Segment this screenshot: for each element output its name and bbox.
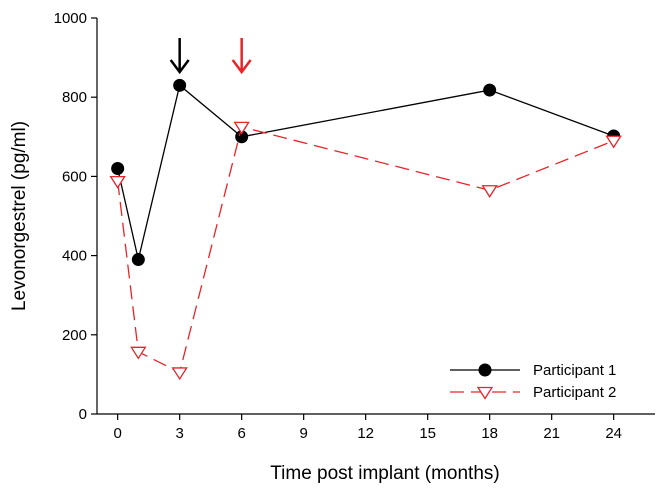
series-1-point — [131, 253, 145, 267]
series-2-point — [171, 367, 188, 381]
series-1-line — [117, 84, 614, 260]
y-tick-label: 1000 — [54, 10, 87, 27]
x-tick-label: 12 — [357, 425, 374, 442]
legend-label-1: Participant 1 — [533, 362, 616, 379]
x-tick-label: 3 — [175, 425, 183, 442]
marks-layer — [109, 38, 622, 381]
annotation-arrow-2 — [231, 38, 252, 75]
series-2-point — [109, 176, 126, 189]
x-tick-label: 9 — [299, 425, 307, 442]
legend-label-2: Participant 2 — [533, 384, 616, 401]
series-2-line — [117, 126, 614, 374]
y-tick-label: 400 — [62, 248, 87, 265]
series-2-point — [233, 121, 250, 135]
x-tick-label: 6 — [237, 425, 245, 442]
y-axis-title: Levonorgestrel (pg/ml) — [9, 121, 30, 311]
x-tick-label: 18 — [481, 425, 498, 442]
x-tick-label: 21 — [543, 425, 560, 442]
series-1-point — [173, 78, 187, 92]
arrow-head — [231, 59, 252, 75]
x-tick-label: 0 — [113, 425, 121, 442]
series-1-point — [483, 83, 497, 97]
y-tick-label: 200 — [62, 327, 87, 344]
series-2-point — [130, 346, 147, 360]
y-tick-label: 600 — [62, 168, 87, 185]
axes-layer: 0 3 6 9 12 15 18 21 24 0 200 400 600 800 1000 — [54, 10, 655, 442]
x-axis-title: Time post implant (months) — [270, 463, 499, 484]
series-2-point — [605, 135, 622, 149]
legend-marker-1 — [478, 363, 492, 377]
series-1-point — [111, 161, 125, 175]
x-tick-label: 24 — [605, 425, 622, 442]
legend-marker-2 — [476, 386, 494, 400]
series-2-point — [481, 185, 498, 198]
y-tick-label: 0 — [79, 406, 87, 423]
arrow-head — [169, 59, 190, 75]
y-tick-label: 800 — [62, 89, 87, 106]
legend: Participant 1 Participant 2 — [450, 362, 616, 401]
annotation-arrow-1 — [169, 38, 190, 75]
x-tick-label: 15 — [419, 425, 436, 442]
